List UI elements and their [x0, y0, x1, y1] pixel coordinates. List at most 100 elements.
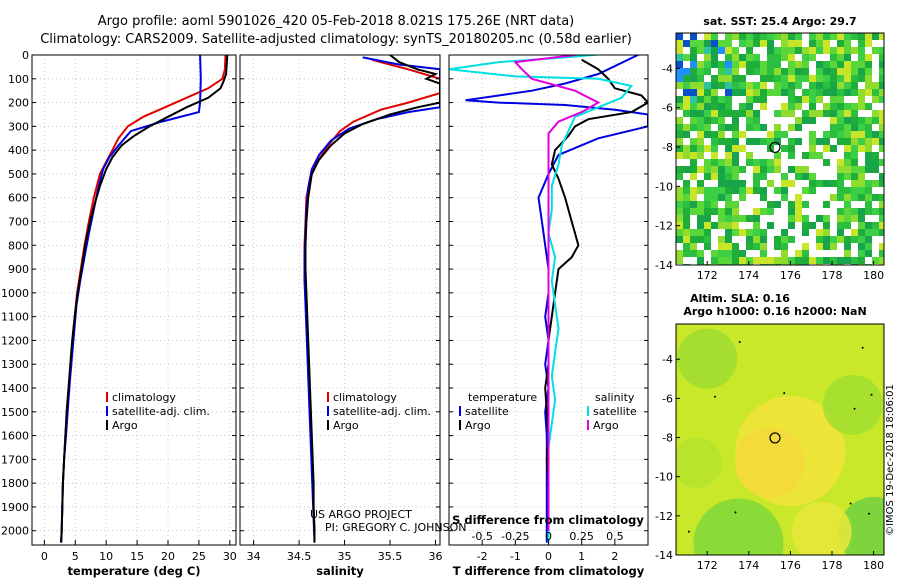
map-cell — [718, 243, 725, 250]
map-cell — [781, 187, 788, 194]
map-cell — [690, 236, 697, 243]
map-cell — [746, 82, 753, 89]
map-cell — [676, 47, 683, 54]
depth-tick-label: 900 — [8, 263, 29, 276]
map-cell — [844, 159, 851, 166]
map-cell — [697, 103, 704, 110]
map-cell — [760, 243, 767, 250]
x-axis-label: salinity — [316, 564, 364, 578]
map-cell — [795, 166, 802, 173]
map-cell — [865, 61, 872, 68]
map-cell — [809, 40, 816, 47]
map-cell — [690, 54, 697, 61]
map-cell — [774, 159, 781, 166]
map-cell — [683, 236, 690, 243]
map-cell — [830, 33, 837, 40]
map-cell — [823, 236, 830, 243]
map-cell — [704, 61, 711, 68]
map-cell — [676, 61, 683, 68]
map-cell — [732, 173, 739, 180]
map-cell — [809, 33, 816, 40]
map-cell — [725, 40, 732, 47]
map-cell — [844, 138, 851, 145]
map-cell — [732, 117, 739, 124]
argo-position-marker — [769, 432, 781, 444]
map-cell — [739, 82, 746, 89]
map-cell — [683, 96, 690, 103]
map-cell — [858, 33, 865, 40]
map-cell — [704, 40, 711, 47]
map-cell — [725, 110, 732, 117]
map-cell — [851, 208, 858, 215]
map-cell — [704, 89, 711, 96]
x-tick-label: -2 — [477, 550, 488, 563]
map-cell — [690, 110, 697, 117]
map-cell — [725, 103, 732, 110]
x-tick-label: 35 — [338, 550, 352, 563]
map-cell — [795, 40, 802, 47]
header-line-1: Argo profile: aoml 5901026_420 05-Feb-20… — [98, 14, 575, 29]
depth-tick-label: 200 — [8, 97, 29, 110]
map-cell — [697, 75, 704, 82]
map-cell — [830, 131, 837, 138]
map-cell — [690, 159, 697, 166]
map-cell — [760, 159, 767, 166]
map-cell — [858, 138, 865, 145]
map-cell — [823, 145, 830, 152]
map-cell — [732, 229, 739, 236]
map-cell — [676, 96, 683, 103]
map-cell — [816, 236, 823, 243]
map-cell — [774, 152, 781, 159]
y-tick-label: -12 — [655, 220, 673, 233]
map-cell — [767, 201, 774, 208]
map-cell — [697, 208, 704, 215]
map-cell — [851, 159, 858, 166]
map-cell — [844, 194, 851, 201]
map-cell — [816, 243, 823, 250]
map-cell — [830, 54, 837, 61]
map-cell — [704, 243, 711, 250]
depth-tick-label: 1100 — [1, 311, 29, 324]
map-cell — [879, 47, 884, 54]
map-cell — [781, 145, 788, 152]
x-tick-label: 174 — [738, 559, 759, 572]
map-cell — [767, 68, 774, 75]
map-cell — [837, 110, 844, 117]
map-cell — [760, 187, 767, 194]
map-cell — [753, 124, 760, 131]
map-cell — [865, 194, 872, 201]
map-cell — [732, 180, 739, 187]
map-cell — [830, 96, 837, 103]
map-cell — [879, 222, 884, 229]
map-cell — [795, 117, 802, 124]
map-cell — [760, 166, 767, 173]
map-cell — [760, 236, 767, 243]
map-cell — [725, 187, 732, 194]
map-cell — [683, 250, 690, 257]
map-cell — [858, 75, 865, 82]
map-cell — [697, 96, 704, 103]
map-cell — [739, 145, 746, 152]
depth-tick-label: 1700 — [1, 453, 29, 466]
map-cell — [739, 33, 746, 40]
map-cell — [879, 145, 884, 152]
map-cell — [683, 243, 690, 250]
map-cell — [725, 68, 732, 75]
map-cell — [802, 110, 809, 117]
map-cell — [802, 117, 809, 124]
map-cell — [872, 229, 879, 236]
map-cell — [865, 82, 872, 89]
map-cell — [774, 201, 781, 208]
map-cell — [760, 173, 767, 180]
map-cell — [781, 131, 788, 138]
map-cell — [837, 180, 844, 187]
map-cell — [865, 138, 872, 145]
map-cell — [746, 54, 753, 61]
top-tick-label: -0.25 — [501, 530, 529, 543]
map-cell — [683, 187, 690, 194]
map-cell — [809, 131, 816, 138]
map-cell — [823, 89, 830, 96]
map-cell — [823, 82, 830, 89]
map-cell — [690, 138, 697, 145]
panel-sst_map: 172 174 176 178 180 -4 -6 -8 -10 -12 -14 sat. SST: … — [655, 15, 885, 282]
